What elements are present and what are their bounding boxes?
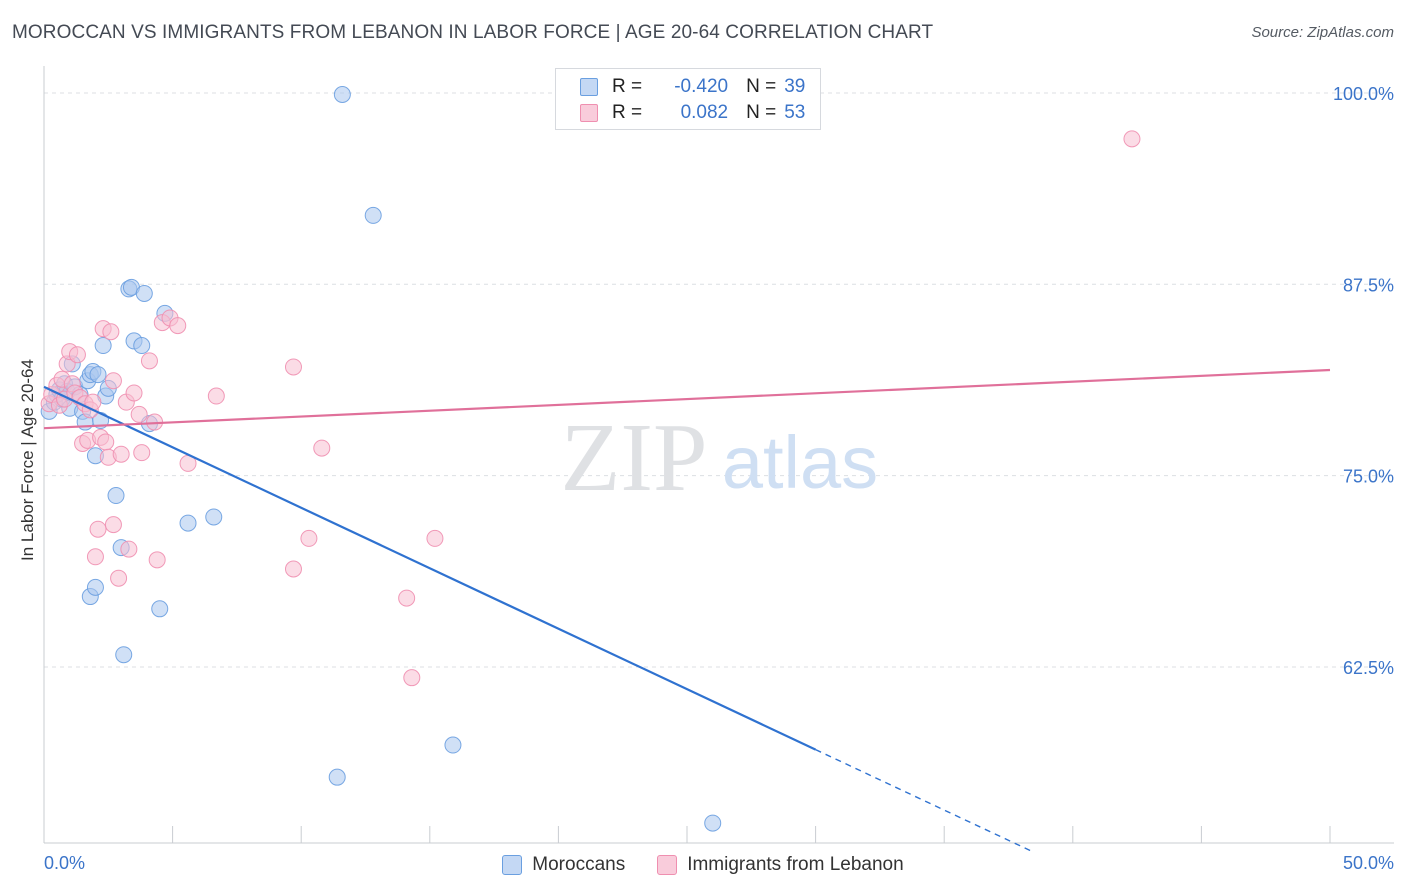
lebanon-point [112,445,130,463]
moroccan-point [86,578,104,596]
moroccan-trend-extension [815,748,1035,854]
lebanon-point [133,444,151,462]
legend-r-label: R = [612,102,643,123]
y-tick-label: 62.5% [1343,658,1394,678]
series-swatch-lebanon [657,855,678,875]
chart-title: MOROCCAN VS IMMIGRANTS FROM LEBANON IN L… [12,22,934,43]
y-tick-label: 75.0% [1343,467,1394,487]
data-points [40,85,1141,832]
lebanon-point [1123,130,1141,148]
x-tick-label: 50.0% [1343,853,1394,873]
lebanon-point [313,439,331,457]
lebanon-point [300,529,318,547]
grid-lines [44,92,1394,668]
legend-swatch-lebanon [580,104,598,122]
axes [43,66,1394,844]
lebanon-point [130,405,148,423]
lebanon-point [140,352,158,370]
x-tick-label: 0.0% [44,853,85,873]
series-swatch-moroccans [502,855,523,875]
moroccan-point [444,736,462,754]
legend-n-label: N = [746,76,777,97]
legend-row-moroccans: R = -0.420 N = 39 [580,75,805,99]
moroccan-point [133,337,151,355]
legend-n-value: 53 [784,102,806,123]
lebanon-point [148,551,166,569]
correlation-legend: R = -0.420 N = 39 R = 0.082 N = 53 [555,68,821,130]
watermark-zip: ZIP [561,404,708,512]
moroccan-point [179,514,197,532]
moroccan-point [333,85,351,103]
lebanon-point [284,560,302,578]
series-name-moroccans: Moroccans [532,854,626,875]
tick-labels: 62.5% 75.0% 87.5% 100.0% 0.0% 50.0% [44,84,1394,873]
lebanon-point [284,358,302,376]
series-legend-lebanon: Immigrants from Lebanon [657,854,904,876]
moroccan-point [89,366,107,384]
series-legend: Moroccans Immigrants from Lebanon [0,852,1406,878]
moroccan-point [151,600,169,618]
lebanon-point [104,516,122,534]
legend-swatch-moroccans [580,78,598,96]
lebanon-trend-line [43,368,1331,430]
legend-r-value: -0.420 [674,76,729,97]
moroccan-point [115,646,133,664]
y-tick-label: 87.5% [1343,275,1394,295]
legend-row-lebanon: R = 0.082 N = 53 [580,101,805,125]
lebanon-point [110,569,128,587]
lebanon-point [125,384,143,402]
y-tick-label: 100.0% [1333,84,1394,104]
chart-source: Source: ZipAtlas.com [1251,24,1394,41]
legend-r-label: R = [612,76,643,97]
moroccan-point [135,284,153,302]
watermark: ZIP atlas [561,404,879,512]
trend-lines [43,368,1331,854]
moroccan-point [364,206,382,224]
legend-r-value: 0.082 [680,102,729,123]
lebanon-point [102,323,120,341]
moroccan-point [205,508,223,526]
lebanon-point [403,669,421,687]
moroccan-point [94,337,112,355]
moroccan-point [328,768,346,786]
lebanon-point [104,372,122,390]
series-name-lebanon: Immigrants from Lebanon [687,854,904,875]
watermark-atlas: atlas [722,421,878,504]
moroccan-trend-line [43,385,817,751]
lebanon-point [426,529,444,547]
lebanon-point [398,589,416,607]
lebanon-point [89,520,107,538]
legend-n-label: N = [746,102,777,123]
lebanon-point [86,548,104,566]
legend-n-value: 39 [784,76,806,97]
moroccan-point [107,487,125,505]
lebanon-point [97,433,115,451]
lebanon-point [169,317,187,335]
series-legend-moroccans: Moroccans [502,854,625,876]
lebanon-point [68,346,86,364]
lebanon-point [207,387,225,405]
lebanon-point [120,540,138,558]
moroccan-point [704,814,722,832]
